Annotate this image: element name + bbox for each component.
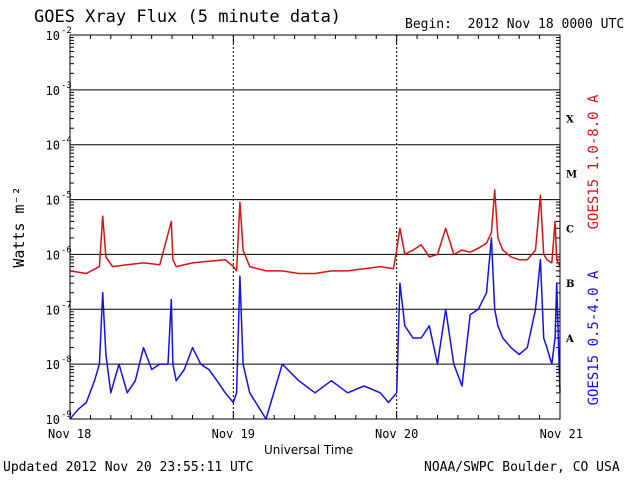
- y-tick-label: 10: [46, 248, 60, 262]
- updated-timestamp: Updated 2012 Nov 20 23:55:11 UTC: [3, 460, 254, 475]
- y-tick-label: 10: [46, 413, 60, 427]
- flare-class-label: X: [566, 115, 574, 126]
- flare-class-labels: X M C B A: [565, 115, 577, 345]
- begin-time-label: Begin: 2012 Nov 18 0000 UTC: [405, 17, 625, 32]
- y-tick-exponent: -2: [61, 26, 72, 36]
- y-tick-exponent: -8: [61, 355, 72, 365]
- y-tick-label: 10: [46, 29, 60, 43]
- y-tick-exponent: -3: [61, 81, 72, 91]
- x-tick-labels: Nov 18 Nov 19 Nov 20 Nov 21: [48, 427, 583, 441]
- axis-ticks: [69, 35, 561, 419]
- series-long-label: GOES15 1.0-8.0 A: [586, 94, 602, 229]
- series-long-wavelength: [69, 189, 561, 275]
- x-tick-label: Nov 20: [375, 427, 418, 441]
- y-tick-label: 10: [46, 84, 60, 98]
- credit-label: NOAA/SWPC Boulder, CO USA: [424, 460, 620, 475]
- flare-class-label: M: [566, 169, 577, 180]
- y-tick-label: 10: [46, 303, 60, 317]
- y-tick-exponent: -9: [61, 410, 72, 420]
- y-tick-exponent: -5: [61, 191, 72, 201]
- y-axis-title: Watts m⁻²: [10, 186, 28, 267]
- y-tick-label: 10: [46, 358, 60, 372]
- y-tick-exponent: -7: [61, 300, 72, 310]
- x-axis-title: Universal Time: [264, 443, 354, 457]
- flare-class-label: C: [566, 224, 574, 235]
- chart-title: GOES Xray Flux (5 minute data): [34, 7, 342, 27]
- x-tick-label: Nov 21: [540, 427, 583, 441]
- x-tick-label: Nov 19: [212, 427, 255, 441]
- series-short-wavelength: [69, 237, 561, 420]
- y-tick-labels: 10-210-310-410-510-610-710-810-9: [46, 26, 72, 427]
- x-tick-label: Nov 18: [48, 427, 91, 441]
- series-line: [69, 237, 561, 420]
- flare-class-label: B: [566, 279, 574, 290]
- y-tick-exponent: -4: [61, 136, 72, 146]
- series-short-label: GOES15 0.5-4.0 A: [586, 270, 602, 405]
- y-tick-exponent: -6: [61, 245, 72, 255]
- y-tick-label: 10: [46, 139, 60, 153]
- plot-area: [70, 35, 560, 419]
- flare-class-label: A: [565, 334, 574, 345]
- series-line: [69, 189, 561, 275]
- y-tick-label: 10: [46, 194, 60, 208]
- plot-frame: [69, 34, 561, 420]
